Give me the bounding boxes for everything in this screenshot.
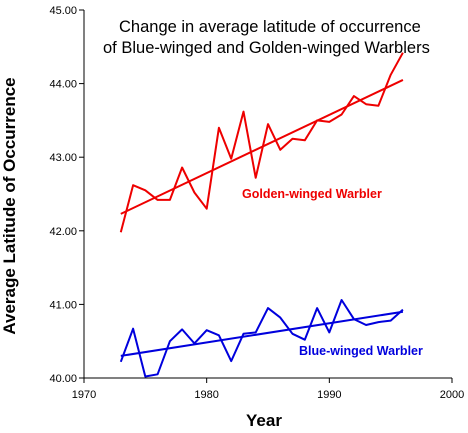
y-tick-label: 45.00: [49, 5, 77, 17]
x-tick-label: 1970: [72, 389, 96, 401]
y-tick-label: 42.00: [49, 226, 77, 238]
series-label-blue-winged: Blue-winged Warbler: [299, 344, 423, 358]
trend-line-blue-winged-warbler: [120, 310, 404, 357]
y-tick-label: 43.00: [49, 152, 77, 164]
series-line-golden-winged-warbler: [119, 52, 404, 233]
x-tick-label: 2000: [440, 389, 464, 401]
chart-title-line-1: Change in average latitude of occurrence: [119, 18, 421, 36]
x-axis-title: Year: [246, 411, 282, 430]
chart-title: Change in average latitude of occurrence…: [103, 18, 430, 57]
series-line-blue-winged-warbler: [119, 299, 404, 378]
series-layer: [119, 52, 404, 378]
y-tick-label: 41.00: [49, 299, 77, 311]
y-tick-label: 44.00: [49, 79, 77, 91]
tick-labels: 40.00 41.00 42.00 43.00 44.00 45.00 1970 1980 19…: [49, 5, 464, 401]
x-tick-label: 1990: [317, 389, 341, 401]
trend-line-golden-winged-warbler: [120, 79, 404, 215]
y-axis-title: Average Latitude of Occurrence: [0, 77, 19, 334]
x-tick-label: 1980: [194, 389, 218, 401]
chart-title-line-2: of Blue-winged and Golden-winged Warbler…: [103, 39, 430, 57]
y-tick-label: 40.00: [49, 373, 77, 385]
series-label-golden-winged: Golden-winged Warbler: [242, 187, 382, 201]
axes: [79, 9, 453, 383]
